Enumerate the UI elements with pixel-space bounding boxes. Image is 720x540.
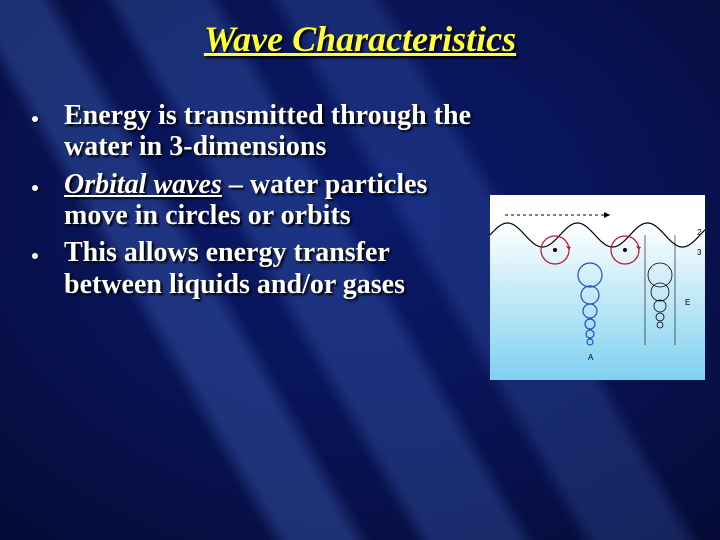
svg-text:A: A <box>588 353 594 362</box>
bullet-text: Energy is transmitted through the water … <box>64 100 478 163</box>
orbital-wave-diagram: A E 3 2 <box>490 195 705 380</box>
svg-text:2: 2 <box>697 228 702 237</box>
svg-text:E: E <box>685 298 690 307</box>
slide-title: Wave Characteristics <box>0 18 720 60</box>
bullet-text: This allows energy transfer between liqu… <box>64 237 478 300</box>
slide: Wave Characteristics Energy is transmitt… <box>0 0 720 540</box>
bullet-item: This allows energy transfer between liqu… <box>28 237 478 300</box>
diagram-svg: A E 3 2 <box>490 195 705 380</box>
bullet-text: Orbital waves – water particles move in … <box>64 169 478 232</box>
bullet-list: Energy is transmitted through the water … <box>28 100 478 306</box>
term-orbital-waves: Orbital waves <box>64 169 222 200</box>
bullet-marker-icon <box>32 185 38 191</box>
svg-text:3: 3 <box>697 248 702 257</box>
bullet-item: Energy is transmitted through the water … <box>28 100 478 163</box>
bullet-marker-icon <box>32 253 38 259</box>
bullet-item: Orbital waves – water particles move in … <box>28 169 478 232</box>
bullet-marker-icon <box>32 116 38 122</box>
